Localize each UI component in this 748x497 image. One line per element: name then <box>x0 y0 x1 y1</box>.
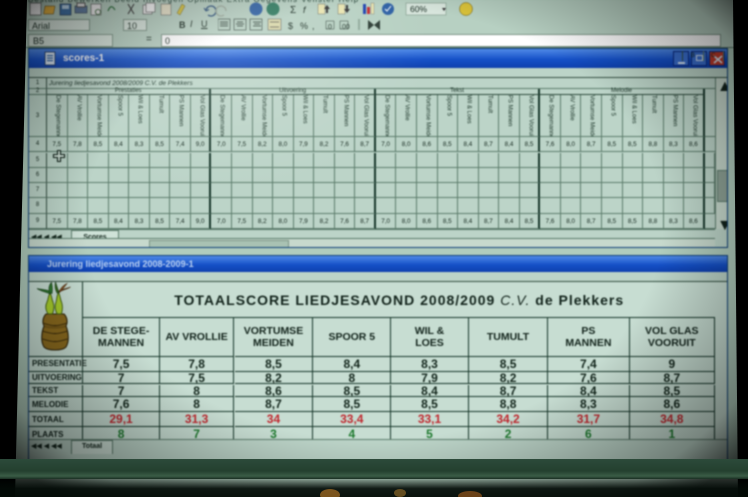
svg-text:$: $ <box>288 21 293 31</box>
svg-text:f: f <box>303 5 307 15</box>
svg-text:.00: .00 <box>340 24 350 31</box>
svg-text:60%: 60% <box>410 4 427 14</box>
svg-text:,: , <box>312 21 315 31</box>
svg-text:Σ: Σ <box>290 5 296 16</box>
svg-text:%: % <box>300 21 308 31</box>
svg-text:.0: .0 <box>326 24 332 31</box>
